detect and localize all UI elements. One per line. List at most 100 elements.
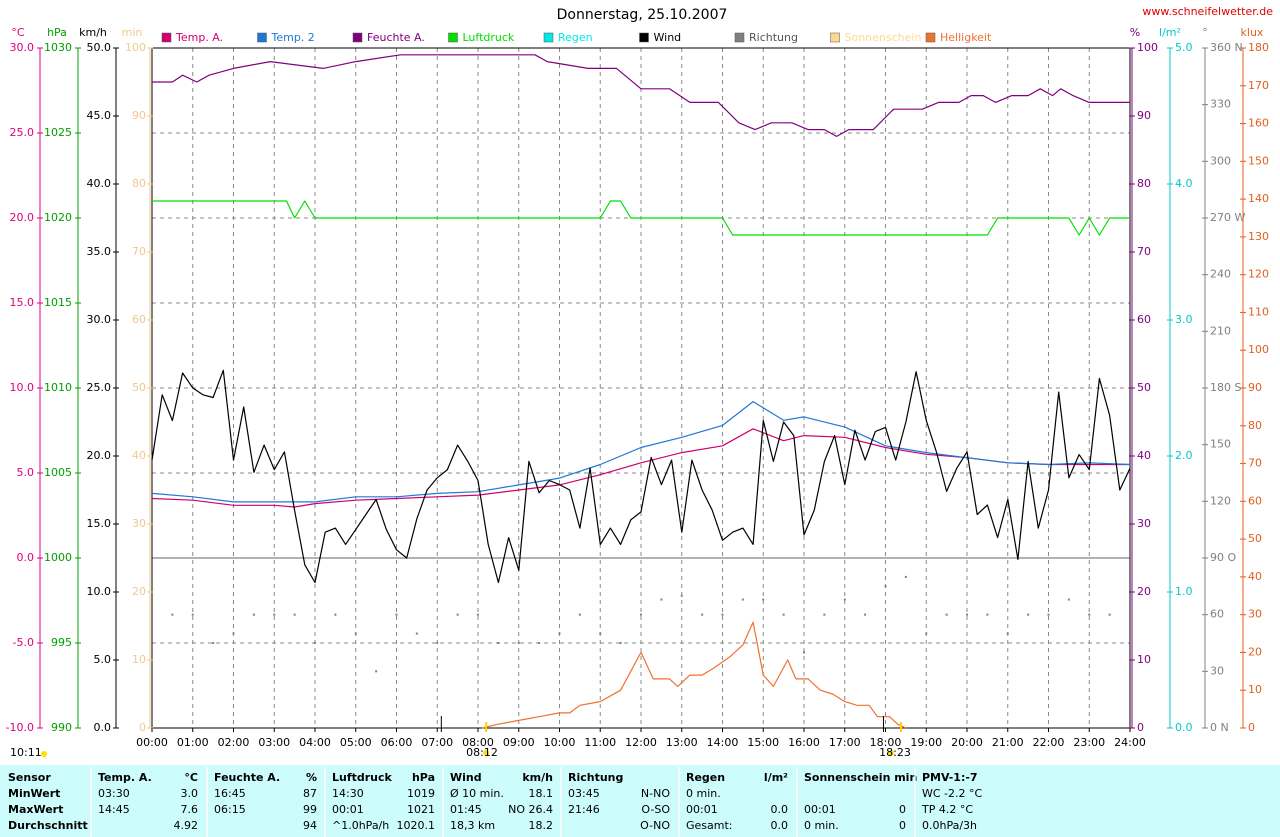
y-tick-label: 20.0 (10, 211, 35, 224)
y-tick-label: 100 (1137, 41, 1158, 54)
table-cell: Sensor (8, 771, 51, 784)
table-background (0, 765, 1280, 837)
direction-dot (1108, 613, 1111, 616)
table-cell-value: hPa (412, 771, 435, 784)
y-tick-label: 50 (1248, 532, 1262, 545)
sunset-icon (887, 750, 894, 756)
table-cell: WC -2.2 °C (922, 787, 983, 800)
y-tick-label: 0 (1137, 721, 1144, 734)
table-cell: Ø 10 min. (450, 787, 504, 800)
table-cell-value: °C (184, 771, 198, 784)
y-tick-label: 40.0 (87, 177, 112, 190)
direction-dot (314, 642, 316, 644)
table-cell-value: 99 (303, 803, 317, 816)
table-cell: MaxWert (8, 803, 63, 816)
direction-dot (191, 613, 194, 616)
table-cell: MinWert (8, 787, 60, 800)
table-cell: 0 min. (804, 819, 839, 832)
x-tick-label: 16:00 (788, 736, 820, 749)
y-tick-label: 0.0 (1175, 721, 1193, 734)
series-line (152, 54, 1130, 137)
direction-dot (1047, 613, 1050, 616)
legend-label: Richtung (749, 31, 798, 44)
direction-dot (1027, 613, 1030, 616)
y-tick-label: 30.0 (10, 41, 35, 54)
table-cell: 06:15 (214, 803, 246, 816)
y-tick-label: 25.0 (87, 381, 112, 394)
direction-dot (721, 613, 724, 616)
legend-swatch (257, 32, 267, 43)
table-cell: PMV-1:-7 (922, 771, 978, 784)
y-tick-label: 50 (132, 381, 146, 394)
direction-dot (741, 598, 744, 601)
y-tick-label: 140 (1248, 192, 1269, 205)
direction-dot (354, 632, 357, 635)
table-cell: 0 min. (686, 787, 721, 800)
table-cell-value: 18.2 (529, 819, 554, 832)
direction-dot (823, 613, 826, 616)
x-tick-label: 22:00 (1033, 736, 1065, 749)
y-tick-label: 10 (132, 653, 146, 666)
y-tick-label: 70 (1248, 457, 1262, 470)
y-tick-label: 170 (1248, 79, 1269, 92)
table-cell-value: 7.6 (181, 803, 199, 816)
y-tick-label: 30.0 (87, 313, 112, 326)
y-tick-label: 240 (1210, 268, 1231, 281)
table-cell: 00:01 (804, 803, 836, 816)
y-tick-label: 1010 (44, 381, 72, 394)
y-tick-label: 15.0 (10, 296, 35, 309)
y-tick-label: 60 (132, 313, 146, 326)
table-cell-value: km/h (522, 771, 553, 784)
direction-dot (1006, 632, 1009, 635)
y-tick-label: 130 (1248, 230, 1269, 243)
y-tick-label: 30 (132, 517, 146, 530)
direction-dot (640, 613, 642, 616)
y-tick-label: 90 (1137, 109, 1151, 122)
axis-unit: km/h (79, 26, 107, 39)
table-cell-value: 4.92 (174, 819, 199, 832)
direction-dot (171, 613, 174, 616)
table-cell-value: 0.0 (771, 803, 789, 816)
x-tick-label: 13:00 (666, 736, 698, 749)
y-tick-label: 10 (1248, 683, 1262, 696)
direction-dot (619, 642, 622, 644)
y-tick-label: 80 (1248, 419, 1262, 432)
y-tick-label: 3.0 (1175, 313, 1193, 326)
y-tick-label: 1005 (44, 466, 72, 479)
direction-dot (415, 632, 418, 635)
y-tick-label: 40 (1248, 570, 1262, 583)
y-tick-label: 10 (1137, 653, 1151, 666)
table-cell: ^1.0hPa/h (332, 819, 389, 832)
x-tick-label: 18:00 (870, 736, 902, 749)
table-cell: 16:45 (214, 787, 246, 800)
y-tick-label: 50.0 (87, 41, 112, 54)
direction-dot (660, 598, 663, 601)
direction-dot (456, 613, 459, 616)
x-tick-label: 24:00 (1114, 736, 1146, 749)
axis-unit: ° (1202, 26, 1208, 39)
x-tick-label: 10:00 (544, 736, 576, 749)
y-tick-label: 1030 (44, 41, 72, 54)
y-tick-label: 90 O (1210, 551, 1236, 564)
sunrise-icon (483, 750, 490, 756)
legend-swatch (925, 32, 936, 43)
direction-dot (212, 642, 215, 644)
y-tick-label: 5.0 (94, 653, 112, 666)
y-tick-label: 35.0 (87, 245, 112, 258)
table-cell: TP 4.2 °C (921, 803, 973, 816)
y-tick-label: 0 (139, 721, 146, 734)
y-tick-label: 40 (132, 449, 146, 462)
direction-dot (884, 585, 887, 588)
table-cell: Regen (686, 771, 725, 784)
table-cell-value: l/m² (764, 771, 788, 784)
direction-dot (1067, 598, 1070, 601)
table-cell: Feuchte A. (214, 771, 280, 784)
table-cell-value: NO 26.4 (508, 803, 553, 816)
y-tick-label: 30 (1210, 664, 1224, 677)
y-tick-label: 90 (132, 109, 146, 122)
direction-dot (252, 613, 255, 616)
table-cell-value: 1019 (407, 787, 435, 800)
table-cell-value: 18.1 (529, 787, 554, 800)
y-tick-label: 15.0 (87, 517, 112, 530)
